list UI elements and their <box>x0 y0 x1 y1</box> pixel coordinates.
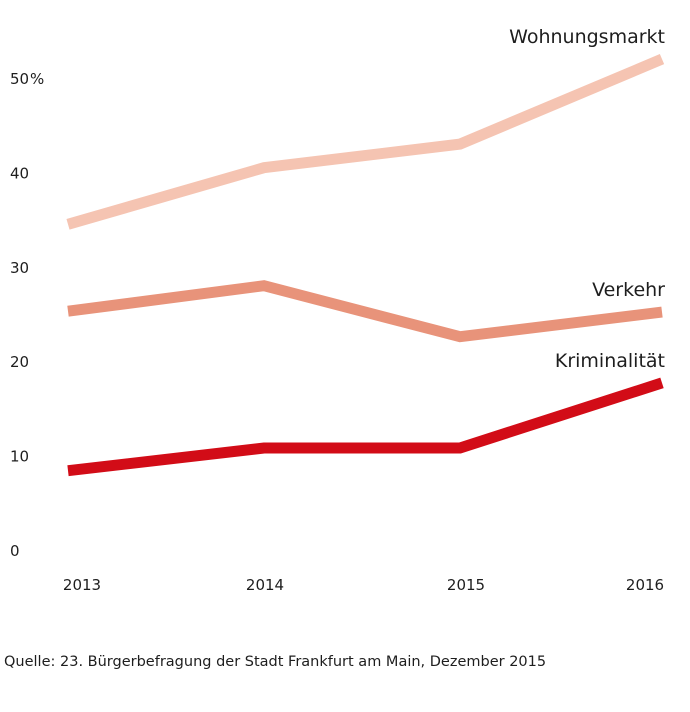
x-tick-label: 2016 <box>626 576 664 594</box>
y-tick-label: 0 <box>10 542 20 560</box>
y-axis: 0 10 20 30 40 50 % <box>10 70 44 560</box>
series-label: Wohnungsmarkt <box>509 26 665 48</box>
x-tick-label: 2013 <box>63 576 101 594</box>
series-lines <box>66 54 665 477</box>
y-tick-label: 40 <box>10 164 29 182</box>
series-line-verkehr <box>67 280 663 343</box>
series-line-kriminalität <box>67 377 664 477</box>
x-tick-label: 2014 <box>246 576 284 594</box>
y-tick-label: 10 <box>10 448 29 466</box>
source-note: Quelle: 23. Bürgerbefragung der Stadt Fr… <box>4 654 547 670</box>
y-tick-label: 30 <box>10 259 29 277</box>
series-labels: Wohnungsmarkt Verkehr Kriminalität <box>509 26 665 372</box>
x-tick-label: 2015 <box>447 576 485 594</box>
y-unit-label: % <box>30 70 44 88</box>
series-label: Kriminalität <box>555 350 665 372</box>
x-axis: 2013 2014 2015 2016 <box>63 576 664 594</box>
series-line-wohnungsmarkt <box>66 54 665 230</box>
line-chart: 0 10 20 30 40 50 % 2013 2014 2015 2016 Wohnungsm… <box>10 26 665 594</box>
y-tick-label: 20 <box>10 353 29 371</box>
series-label: Verkehr <box>592 279 665 301</box>
y-tick-label: 50 <box>10 70 29 88</box>
